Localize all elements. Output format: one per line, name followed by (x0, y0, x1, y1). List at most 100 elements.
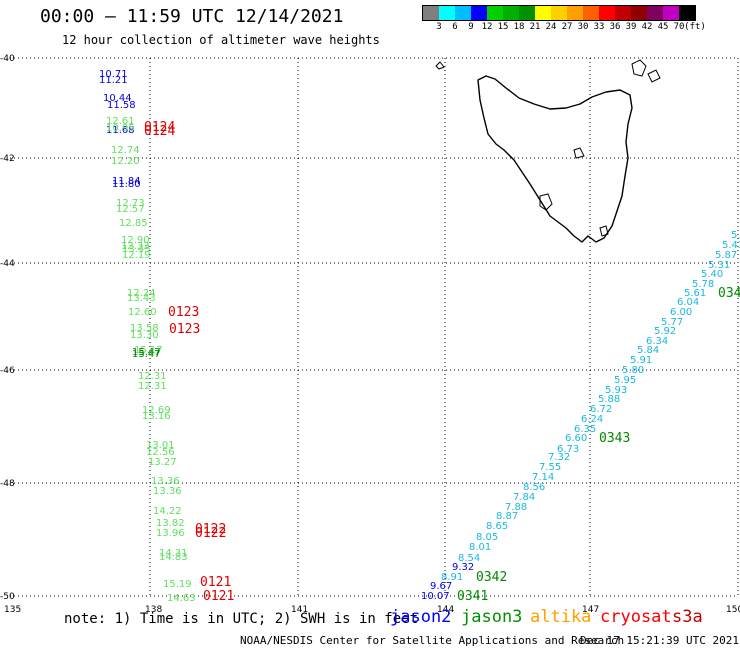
pass-time-label: 0123 (169, 322, 200, 337)
color-swatch (455, 6, 471, 20)
color-swatch (615, 6, 631, 20)
legend-jason3: jason3 (461, 607, 523, 627)
chart-title: 00:00 — 11:59 UTC 12/14/2021 (40, 6, 344, 27)
chart-subtitle: 12 hour collection of altimeter wave hei… (62, 33, 380, 47)
wave-height-value: 10.44 (103, 93, 132, 104)
color-swatch (487, 6, 503, 20)
wave-height-value: 12.31 (138, 371, 167, 382)
wave-height-value: 8.54 (458, 553, 480, 564)
color-swatch (519, 6, 535, 20)
wave-height-value: 8.01 (469, 542, 491, 553)
color-swatch (423, 6, 439, 20)
wave-height-value: 11.68 (106, 125, 135, 136)
wave-height-value: 8.05 (476, 532, 498, 543)
legend-jason2: jason2 (390, 607, 452, 627)
wave-height-value: 12.60 (128, 307, 157, 318)
wave-height-value: 5.40 (701, 269, 723, 280)
footnote: note: 1) Time is in UTC; 2) SWH is in fe… (64, 611, 419, 627)
color-swatch (647, 6, 663, 20)
generation-timestamp: Dec 17 15:21:39 UTC 2021 (580, 634, 739, 647)
wave-height-value: 8.91 (441, 572, 463, 583)
color-scale-label: 36 (609, 22, 621, 32)
pass-time-label: 0342 (476, 570, 507, 585)
color-swatch (439, 6, 455, 20)
wave-height-value: 8.65 (486, 521, 508, 532)
wave-height-value: 13.82 (156, 518, 185, 529)
wave-height-value: 5.92 (654, 326, 676, 337)
wave-height-value: 7.88 (505, 502, 527, 513)
wave-height-value: 13.36 (151, 476, 180, 487)
wave-height-value: 12.33 (121, 241, 150, 252)
latitude-label: -48 (0, 479, 15, 489)
wave-height-value: 12.74 (111, 145, 140, 156)
legend-altika: altika (530, 607, 592, 627)
wave-height-value: 13.45 (122, 244, 151, 255)
wave-height-value: 6.72 (590, 404, 612, 415)
wave-height-value: 6.35 (574, 424, 596, 435)
wave-height-value: 8.56 (523, 482, 545, 493)
wave-height-value: 12.69 (142, 405, 171, 416)
wave-height-value: 10.07 (421, 591, 450, 602)
color-swatch (503, 6, 519, 20)
wave-height-value: 5.1 (731, 230, 740, 241)
wave-height-value: 13.27 (148, 457, 177, 468)
color-swatch (599, 6, 615, 20)
color-scale-labels: 3 6 9 12 15 18 21 24 27 30 33 36 39 42 45 70 (ft) (422, 22, 732, 34)
pass-time-label: 034 (718, 286, 740, 301)
wave-height-value: 14.63 (167, 593, 196, 604)
wave-height-value: 6.00 (670, 307, 692, 318)
wave-height-value: 7.14 (532, 472, 554, 483)
wave-height-value: 14.31 (159, 548, 188, 559)
latitude-label: -50 (0, 592, 15, 602)
wave-height-value: 15.17 (134, 345, 163, 356)
wave-height-value: 7.32 (548, 452, 570, 463)
color-scale-label: 12 (481, 22, 493, 32)
wave-height-value: 6.04 (677, 297, 699, 308)
color-scale-label: 6 (452, 22, 458, 32)
wave-height-value: 11.58 (107, 100, 136, 111)
legend-s3a: s3a (672, 607, 703, 627)
wave-height-value: 13.36 (153, 486, 182, 497)
wave-height-value: 12.56 (146, 447, 175, 458)
wave-height-value: 11.21 (99, 75, 128, 86)
color-swatch (679, 6, 695, 20)
color-scale-label: 70 (673, 22, 685, 32)
wave-height-value: 7.84 (513, 492, 535, 503)
wave-height-value: 12.24 (127, 288, 156, 299)
color-scale-label: 30 (577, 22, 589, 32)
wave-height-value: 13.01 (146, 440, 175, 451)
latitude-label: -42 (0, 154, 15, 164)
color-swatch (583, 6, 599, 20)
credit-text: NOAA/NESDIS Center for Satellite Applica… (240, 634, 625, 647)
wave-height-value: 15.19 (163, 579, 192, 590)
wave-height-value: 5.77 (661, 317, 683, 328)
wave-height-value: 12.20 (111, 156, 140, 167)
wave-height-value: 5.84 (637, 345, 659, 356)
color-scale-label: 33 (593, 22, 605, 32)
legend-cryosat: cryosat (600, 607, 672, 627)
wave-height-value: 15.47 (132, 347, 161, 358)
wave-height-value: 5.61 (684, 288, 706, 299)
color-scale-label: 3 (436, 22, 442, 32)
wave-height-value: 5.87 (715, 250, 737, 261)
pass-time-label: 0123 (168, 305, 199, 320)
wave-height-value: 12.90 (121, 235, 150, 246)
color-scale-label: 45 (657, 22, 669, 32)
wave-height-value: 13.16 (142, 411, 171, 422)
wave-height-value: 12.73 (116, 198, 145, 209)
pass-time-label: 0341 (457, 589, 488, 604)
color-scale-label: 9 (468, 22, 474, 32)
wave-height-value: 8.87 (496, 511, 518, 522)
pass-time-label: 0121 (200, 575, 231, 590)
longitude-label: 147 (582, 605, 599, 615)
longitude-label: 150 (726, 605, 740, 615)
longitude-label: 144 (437, 605, 454, 615)
wave-height-value: 12.31 (138, 381, 167, 392)
color-swatch (471, 6, 487, 20)
longitude-label: 141 (291, 605, 308, 615)
wave-height-value: 12.61 (106, 116, 135, 127)
longitude-label: 135 (4, 605, 21, 615)
latitude-label: -46 (0, 366, 15, 376)
